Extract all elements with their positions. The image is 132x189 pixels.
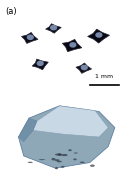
Ellipse shape — [39, 159, 45, 160]
Circle shape — [51, 26, 56, 30]
Circle shape — [70, 43, 76, 47]
Ellipse shape — [58, 153, 62, 156]
Polygon shape — [32, 59, 48, 70]
Ellipse shape — [61, 166, 65, 168]
Polygon shape — [22, 33, 38, 43]
Polygon shape — [18, 106, 115, 168]
Polygon shape — [18, 118, 37, 142]
Ellipse shape — [57, 161, 62, 162]
Polygon shape — [33, 106, 108, 137]
Circle shape — [27, 35, 33, 39]
Polygon shape — [76, 63, 92, 73]
Circle shape — [81, 65, 87, 70]
Ellipse shape — [55, 167, 58, 169]
Text: (b): (b) — [5, 99, 17, 108]
Ellipse shape — [51, 158, 55, 160]
Ellipse shape — [61, 154, 68, 156]
Polygon shape — [46, 24, 61, 33]
Ellipse shape — [28, 162, 33, 163]
Polygon shape — [62, 39, 82, 52]
Text: 200 μm: 200 μm — [90, 169, 114, 174]
Circle shape — [96, 33, 102, 37]
Circle shape — [37, 61, 43, 65]
Ellipse shape — [55, 159, 60, 161]
Polygon shape — [88, 29, 110, 43]
Ellipse shape — [80, 162, 85, 163]
Ellipse shape — [68, 149, 72, 151]
Text: 1 mm: 1 mm — [95, 74, 113, 79]
Ellipse shape — [73, 158, 77, 160]
Text: (a): (a) — [5, 7, 17, 16]
Ellipse shape — [90, 164, 95, 167]
Ellipse shape — [55, 153, 62, 156]
